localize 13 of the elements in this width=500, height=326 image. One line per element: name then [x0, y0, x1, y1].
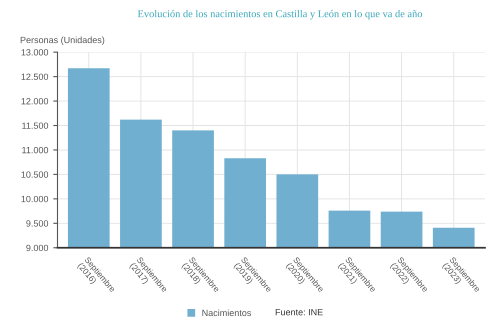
y-tick-label: 13.000 [22, 49, 48, 56]
y-axis-title: Personas (Unidades) [20, 36, 104, 45]
y-tick-label: 11.500 [22, 122, 48, 129]
y-tick-label: 12.000 [22, 98, 48, 104]
y-tick-label: 12.500 [22, 74, 48, 80]
y-tick-label: 11.000 [22, 146, 48, 154]
chart-title: Evolución de los nacimientos en Castilla y León en lo que va de año [138, 10, 422, 20]
y-tick-label: 9.000 [26, 244, 48, 252]
y-tick-label: 9.500 [26, 220, 48, 227]
y-tick-label: 10.000 [22, 196, 48, 202]
source-note: Fuente: INE [276, 309, 323, 316]
legend-label: Nacimientos [202, 309, 252, 316]
y-tick-label: 10.500 [22, 171, 48, 178]
